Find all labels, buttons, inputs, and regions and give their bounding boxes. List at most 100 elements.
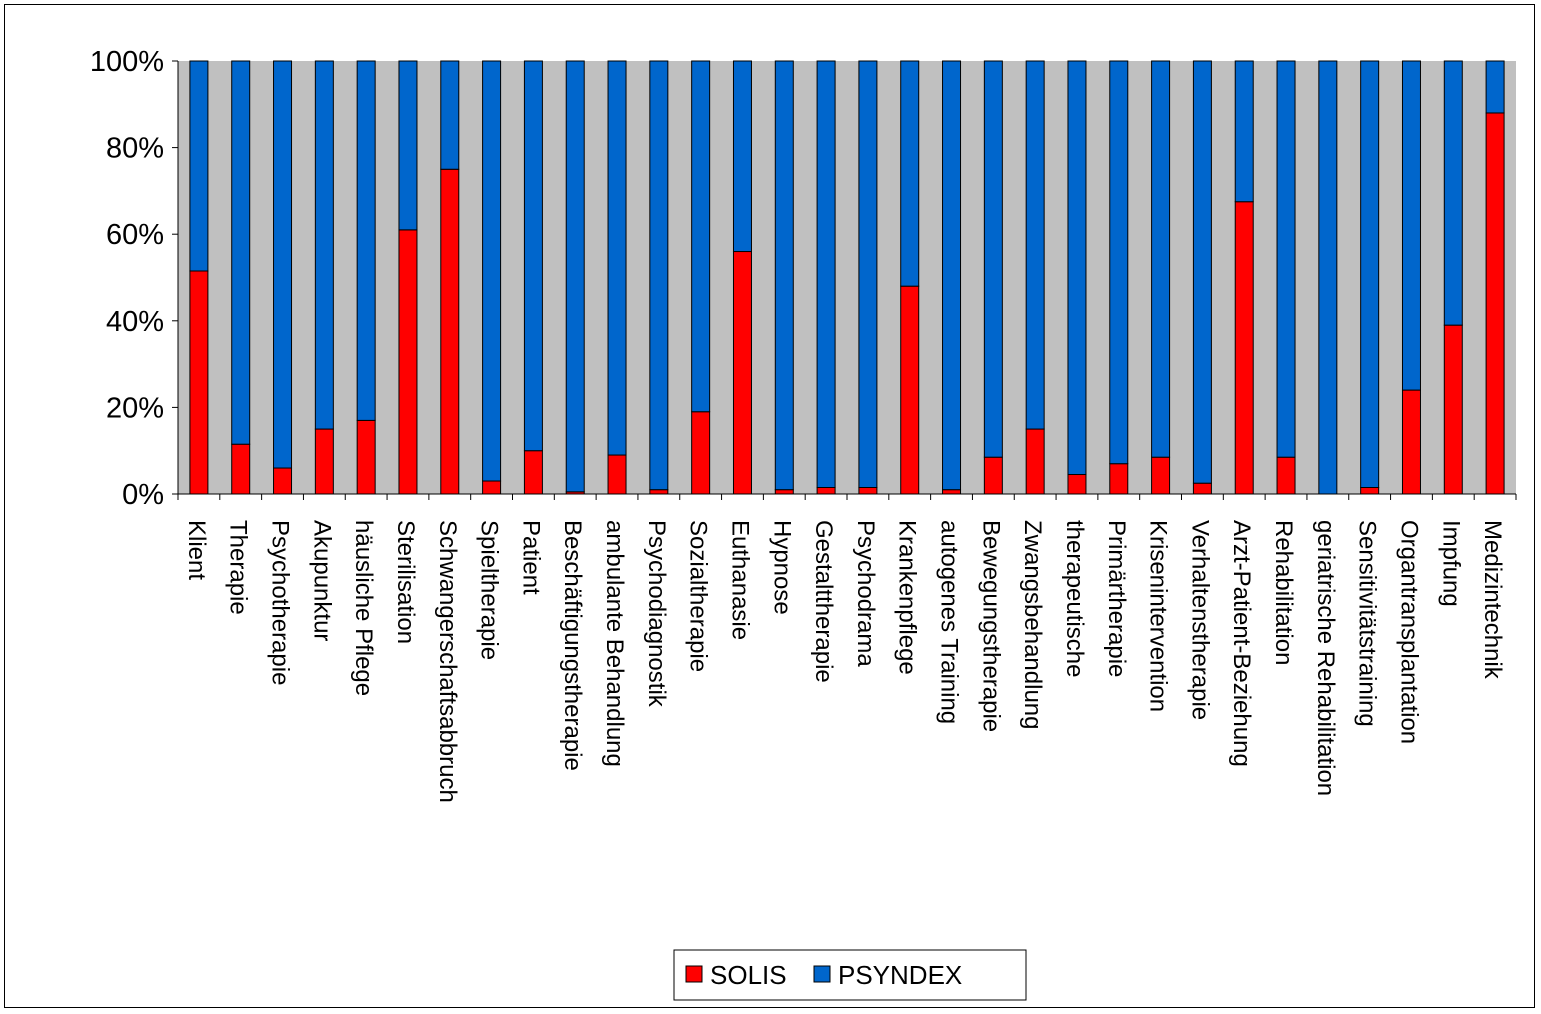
- bar-psyndex-25: [1234, 60, 1254, 203]
- bar-psyndex-12: [691, 60, 711, 413]
- x-tick-label: Sensitivitätstraining: [1354, 520, 1381, 727]
- y-tick-label: 0%: [122, 479, 164, 511]
- x-tick-label: Spieltherapie: [476, 520, 503, 660]
- bar-psyndex-24: [1192, 60, 1212, 484]
- bar-solis-20: [1025, 428, 1045, 495]
- bar-psyndex-7: [482, 60, 502, 482]
- bar-psyndex-31: [1485, 60, 1505, 114]
- x-tick-label: Beschäftigungstherapie: [559, 520, 586, 771]
- legend-label-solis: SOLIS: [710, 960, 787, 990]
- x-tick-label: Klient: [183, 520, 210, 580]
- x-tick-label: Verhaltenstherapie: [1186, 520, 1213, 720]
- bar-solis-30: [1443, 324, 1463, 495]
- bar-solis-4: [356, 419, 376, 495]
- bar-solis-19: [983, 456, 1003, 495]
- x-tick-label: Rehabilitation: [1270, 520, 1297, 665]
- x-tick-label: Psychodiagnostik: [643, 520, 670, 708]
- x-tick-label: Schwangerschaftsabbruch: [434, 520, 461, 803]
- bar-solis-23: [1151, 456, 1171, 495]
- x-tick-label: Psychotherapie: [267, 520, 294, 685]
- y-tick-label: 80%: [106, 133, 164, 165]
- x-tick-label: Bewegungstherapie: [977, 520, 1004, 732]
- bar-psyndex-2: [273, 60, 293, 469]
- bar-psyndex-22: [1109, 60, 1129, 465]
- bar-psyndex-17: [900, 60, 920, 287]
- bar-solis-25: [1234, 201, 1254, 495]
- bar-solis-31: [1485, 112, 1505, 495]
- bar-solis-0: [189, 270, 209, 495]
- bar-psyndex-6: [440, 60, 460, 170]
- bar-psyndex-11: [649, 60, 669, 491]
- x-tick-label: Patient: [517, 520, 544, 595]
- bar-solis-1: [231, 443, 251, 495]
- x-tick-label: ambulante Behandlung: [601, 520, 628, 767]
- bar-solis-24: [1192, 482, 1212, 495]
- bar-psyndex-3: [314, 60, 334, 430]
- bar-solis-2: [273, 467, 293, 495]
- bar-psyndex-16: [858, 60, 878, 488]
- bar-psyndex-30: [1443, 60, 1463, 326]
- bar-psyndex-14: [774, 60, 794, 491]
- bar-psyndex-5: [398, 60, 418, 231]
- bar-solis-7: [482, 480, 502, 495]
- bar-psyndex-10: [607, 60, 627, 456]
- y-tick-label: 20%: [106, 392, 164, 424]
- bar-solis-13: [732, 251, 752, 495]
- x-tick-label: Krisenintervention: [1145, 520, 1172, 712]
- bar-psyndex-0: [189, 60, 209, 272]
- bar-psyndex-13: [732, 60, 752, 253]
- x-tick-label: Sozialtherapie: [685, 520, 712, 672]
- y-tick-label: 60%: [106, 219, 164, 251]
- x-tick-label: Euthanasie: [726, 520, 753, 640]
- bar-psyndex-15: [816, 60, 836, 488]
- bar-solis-21: [1067, 474, 1087, 495]
- bar-psyndex-20: [1025, 60, 1045, 430]
- legend-swatch-psyndex: [813, 965, 831, 983]
- bar-psyndex-28: [1360, 60, 1380, 488]
- x-tick-label: Medizintechnik: [1479, 520, 1506, 680]
- bar-psyndex-26: [1276, 60, 1296, 458]
- bar-psyndex-23: [1151, 60, 1171, 458]
- bar-solis-12: [691, 411, 711, 495]
- x-tick-label: Primärtherapie: [1103, 520, 1130, 677]
- x-tick-label: Krankenpflege: [894, 520, 921, 675]
- bar-psyndex-9: [565, 60, 585, 493]
- legend-swatch-solis: [685, 965, 703, 983]
- bar-solis-15: [816, 487, 836, 495]
- bar-solis-10: [607, 454, 627, 495]
- x-tick-label: Organtransplantation: [1395, 520, 1422, 744]
- bar-psyndex-21: [1067, 60, 1087, 476]
- x-tick-label: Hypnose: [768, 520, 795, 615]
- bar-psyndex-29: [1401, 60, 1421, 391]
- bar-psyndex-18: [942, 60, 962, 491]
- x-tick-label: Sterilisation: [392, 520, 419, 644]
- plot-area: [178, 61, 1516, 494]
- x-tick-label: autogenes Training: [936, 520, 963, 724]
- y-tick-label: 40%: [106, 306, 164, 338]
- x-tick-label: Impfung: [1437, 520, 1464, 607]
- x-tick-label: therapeutische: [1061, 520, 1088, 677]
- bar-psyndex-1: [231, 60, 251, 445]
- bar-solis-8: [523, 450, 543, 495]
- bar-solis-18: [942, 489, 962, 495]
- bar-solis-22: [1109, 463, 1129, 495]
- bar-solis-26: [1276, 456, 1296, 495]
- bar-solis-6: [440, 168, 460, 495]
- x-tick-label: Gestalttherapie: [810, 520, 837, 683]
- bar-solis-16: [858, 487, 878, 495]
- legend: [673, 949, 1027, 1001]
- bar-solis-3: [314, 428, 334, 495]
- x-tick-label: häusliche Pflege: [350, 520, 377, 696]
- x-tick-label: Akupunktur: [308, 520, 335, 641]
- bar-solis-5: [398, 229, 418, 495]
- bar-psyndex-27: [1318, 60, 1338, 495]
- bar-solis-17: [900, 285, 920, 495]
- bar-psyndex-8: [523, 60, 543, 452]
- x-tick-label: Arzt-Patient-Beziehung: [1228, 520, 1255, 767]
- x-tick-label: Therapie: [225, 520, 252, 615]
- bar-psyndex-19: [983, 60, 1003, 458]
- x-tick-label: Zwangsbehandlung: [1019, 520, 1046, 730]
- bar-psyndex-4: [356, 60, 376, 421]
- y-tick-label: 100%: [90, 46, 164, 78]
